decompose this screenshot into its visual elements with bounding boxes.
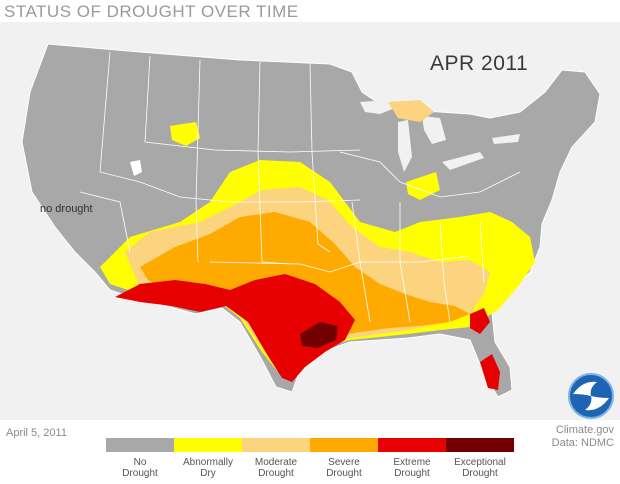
legend-swatch-severe-drought <box>310 438 378 452</box>
drought-extreme-texas <box>115 274 355 382</box>
great-lakes <box>360 100 395 114</box>
credit-block: Climate.gov Data: NDMC <box>552 424 614 450</box>
legend-item-moderate-drought: Moderate Drought <box>242 438 310 479</box>
legend-item-extreme-drought: Extreme Drought <box>378 438 446 479</box>
state-borders <box>79 51 521 323</box>
legend-swatch-no-drought <box>106 438 174 452</box>
legend-swatch-moderate-drought <box>242 438 310 452</box>
legend-label: Moderate Drought <box>254 457 298 479</box>
great-salt-lake <box>130 160 142 176</box>
no-drought-label: no drought <box>40 203 93 215</box>
lake-huron <box>422 116 446 144</box>
drought-abnormally-dry-ohio <box>406 172 440 200</box>
map-area <box>0 22 620 420</box>
legend-label: Extreme Drought <box>393 457 431 479</box>
drought-exceptional-texas <box>300 322 338 348</box>
legend-swatch-exceptional-drought <box>446 438 514 452</box>
lake-ontario <box>492 134 520 144</box>
legend-item-exceptional-drought: Exceptional Drought <box>446 438 514 479</box>
legend-item-abnormally-dry: Abnormally Dry <box>174 438 242 479</box>
legend: No Drought Abnormally Dry Moderate Drought … <box>106 438 514 479</box>
drought-map <box>21 43 601 398</box>
drought-abnormally-dry-wyoming <box>170 122 200 146</box>
drought-moderate-michigan <box>388 100 434 122</box>
credit-data: Data: NDMC <box>551 437 614 449</box>
legend-item-severe-drought: Severe Drought <box>310 438 378 479</box>
footer-date: April 5, 2011 <box>6 427 67 439</box>
lake-michigan <box>398 120 412 172</box>
legend-label: Abnormally Dry <box>182 457 234 479</box>
drought-extreme-florida <box>480 354 500 390</box>
map-date-label: APR 2011 <box>430 52 529 75</box>
lake-erie <box>442 152 484 170</box>
page-title: STATUS OF DROUGHT OVER TIME <box>4 2 299 21</box>
legend-label: Severe Drought <box>326 457 362 479</box>
noaa-logo-icon <box>568 373 614 419</box>
drought-extreme-georgia <box>470 308 490 334</box>
legend-label: No Drought <box>122 457 158 479</box>
legend-swatch-abnormally-dry <box>174 438 242 452</box>
credit-source[interactable]: Climate.gov <box>555 424 614 436</box>
legend-swatch-extreme-drought <box>378 438 446 452</box>
legend-label: Exceptional Drought <box>454 457 506 479</box>
legend-item-no-drought: No Drought <box>106 438 174 479</box>
